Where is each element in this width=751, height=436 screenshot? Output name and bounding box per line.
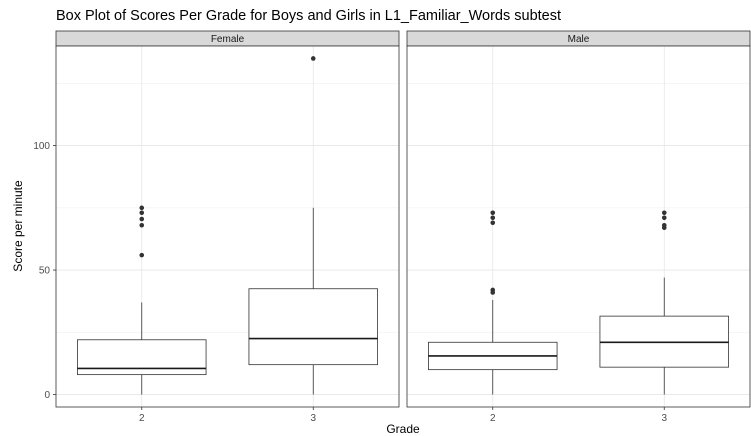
boxes-female [77,56,378,395]
x-tick-label: 2 [490,413,496,424]
outlier-point [310,56,316,61]
outlier-point [139,210,145,216]
outlier-point [490,210,496,216]
y-tick-label: 50 [39,266,51,277]
y-tick-label: 0 [44,390,50,401]
outlier-point [661,215,667,221]
boxes-male [428,210,729,395]
box-female-grade-2 [77,205,207,395]
x-tick-label: 3 [310,413,316,424]
box-male-grade-2 [428,210,558,395]
box-iqr [248,288,378,366]
strip-label-male: Male [568,34,590,45]
outlier-point [139,205,145,211]
panel-border-male [406,45,751,408]
panel-border-female [55,45,400,408]
facet-female: Female [55,30,400,408]
outlier-point [139,252,145,258]
box-male-grade-3 [599,210,729,395]
outlier-point [490,287,496,293]
x-tick-label: 2 [139,413,145,424]
x-tick-label: 3 [661,413,667,424]
chart-title: Box Plot of Scores Per Grade for Boys an… [56,8,561,24]
outlier-point [661,210,667,216]
y-axis-title: Score per minute [11,180,25,272]
y-tick-label: 100 [33,141,50,152]
y-axis: 0 50 100 [33,141,56,401]
outlier-point [139,222,145,228]
box-iqr [77,339,207,376]
outlier-point [490,215,496,221]
outlier-point [139,216,145,222]
outlier-point [661,222,667,228]
box-female-grade-3 [248,56,378,395]
strip-label-female: Female [211,34,245,45]
facet-male: Male [406,30,751,408]
outlier-point [490,220,496,226]
x-axis-title: Grade [386,422,420,436]
